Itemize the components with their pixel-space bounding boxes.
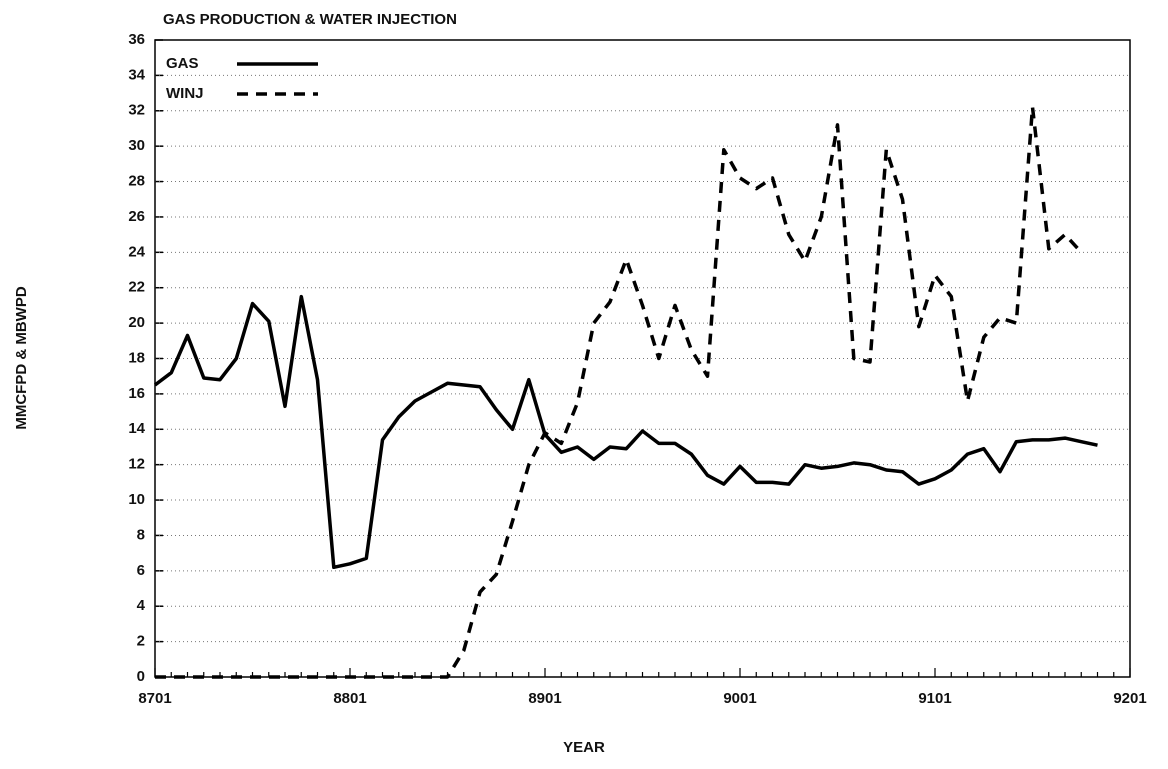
plot-frame — [154, 39, 1131, 678]
y-tick-label: 18 — [128, 349, 145, 366]
y-tick-label: 8 — [137, 526, 145, 543]
x-tick-label: 8701 — [138, 690, 171, 707]
y-tick-label: 34 — [128, 66, 145, 83]
y-tick-label: 14 — [128, 420, 145, 437]
legend-label: WINJ — [166, 85, 204, 102]
x-tick-label: 9201 — [1113, 690, 1146, 707]
y-tick-label: 24 — [128, 243, 145, 260]
y-tick-label: 32 — [128, 102, 145, 119]
series-line — [153, 294, 1098, 570]
y-tick-label: 4 — [137, 597, 146, 614]
x-axis-label: YEAR — [563, 739, 605, 756]
y-tick-label: 26 — [128, 208, 145, 225]
x-tick-label: 9001 — [723, 690, 756, 707]
x-tick-label: 8901 — [528, 690, 561, 707]
y-tick-label: 36 — [128, 31, 145, 48]
y-tick-label: 30 — [128, 137, 145, 154]
x-tick-label: 8801 — [333, 690, 366, 707]
legend-label: GAS — [166, 55, 199, 72]
y-tick-label: 28 — [128, 173, 145, 190]
y-tick-label: 2 — [137, 633, 145, 650]
y-tick-label: 12 — [128, 456, 145, 473]
y-tick-label: 16 — [128, 385, 145, 402]
x-tick-label: 9101 — [918, 690, 951, 707]
series-line — [155, 105, 1083, 679]
chart-title: GAS PRODUCTION & WATER INJECTION — [163, 11, 457, 28]
y-tick-label: 10 — [128, 491, 145, 508]
y-axis-label: MMCFPD & MBWPD — [13, 286, 30, 429]
y-tick-label: 20 — [128, 314, 145, 331]
y-tick-label: 22 — [128, 279, 145, 296]
y-tick-label: 0 — [137, 668, 145, 685]
y-tick-label: 6 — [137, 562, 145, 579]
